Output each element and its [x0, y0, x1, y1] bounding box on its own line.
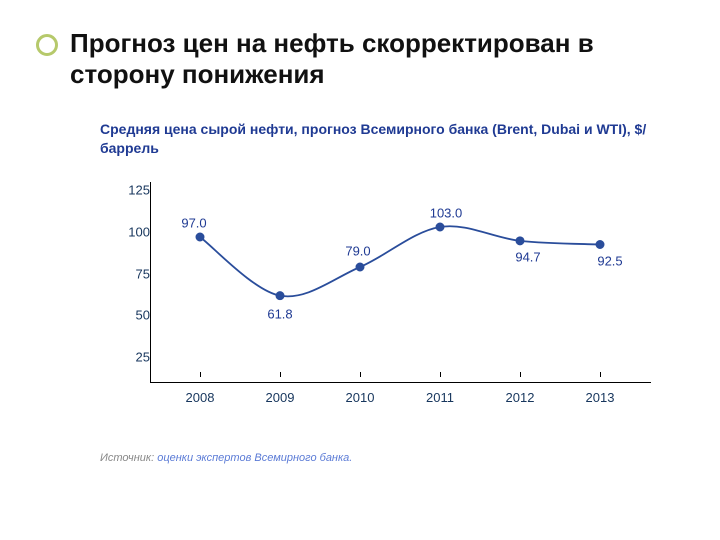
- x-tick-mark: [600, 372, 601, 377]
- value-label: 92.5: [597, 253, 622, 268]
- x-tick-mark: [200, 372, 201, 377]
- chart-subtitle: Средняя цена сырой нефти, прогноз Всемир…: [100, 120, 670, 158]
- x-tick-label: 2011: [426, 390, 454, 405]
- oil-price-chart: 25 50 75 100 125 2008 2009 2010 2011 2012 2013 97.0…: [100, 172, 660, 422]
- x-tick-mark: [520, 372, 521, 377]
- y-tick-label: 125: [128, 183, 150, 198]
- accent-ring-icon: [36, 34, 58, 56]
- x-tick-mark: [360, 372, 361, 377]
- x-tick-label: 2010: [346, 390, 375, 405]
- y-tick-label: 100: [128, 225, 150, 240]
- slide-title: Прогноз цен на нефть скорректирован в ст…: [70, 28, 670, 90]
- data-marker: [356, 263, 364, 271]
- value-label: 61.8: [267, 306, 292, 321]
- y-tick-label: 50: [136, 308, 150, 323]
- data-marker: [436, 223, 444, 231]
- source-line: Источник: оценки экспертов Всемирного ба…: [100, 452, 670, 464]
- x-tick-label: 2013: [586, 390, 615, 405]
- value-label: 97.0: [181, 216, 206, 231]
- x-tick-label: 2009: [266, 390, 295, 405]
- slide: Прогноз цен на нефть скорректирован в ст…: [0, 0, 720, 540]
- value-label: 94.7: [515, 249, 540, 264]
- data-marker: [596, 241, 604, 249]
- x-tick-mark: [440, 372, 441, 377]
- y-tick-label: 75: [136, 266, 150, 281]
- chart-svg: [150, 182, 650, 382]
- data-marker: [196, 233, 204, 241]
- x-tick-label: 2008: [186, 390, 215, 405]
- data-marker: [516, 237, 524, 245]
- data-marker: [276, 292, 284, 300]
- source-text: оценки экспертов Всемирного банка.: [157, 452, 352, 464]
- x-tick-mark: [280, 372, 281, 377]
- value-label: 79.0: [345, 244, 370, 259]
- value-label: 103.0: [430, 206, 463, 221]
- x-tick-label: 2012: [506, 390, 535, 405]
- source-prefix: Источник:: [100, 452, 157, 464]
- y-tick-label: 25: [136, 350, 150, 365]
